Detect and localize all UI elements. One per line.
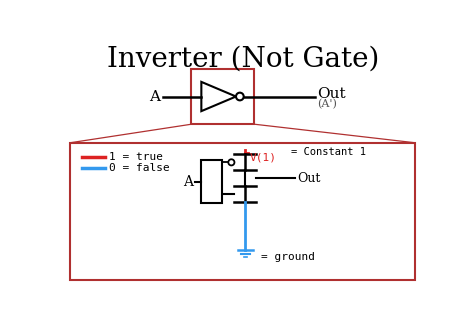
Text: A: A <box>183 175 193 189</box>
Text: = Constant 1: = Constant 1 <box>292 147 366 157</box>
Text: Out: Out <box>298 172 321 185</box>
Bar <box>191 69 255 124</box>
Bar <box>71 143 415 280</box>
Text: (A'): (A') <box>317 99 337 109</box>
Text: A: A <box>149 89 161 103</box>
Text: Inverter (Not Gate): Inverter (Not Gate) <box>107 46 379 73</box>
Text: 1 = true: 1 = true <box>109 151 163 162</box>
Text: Out: Out <box>317 87 346 101</box>
Text: V(1): V(1) <box>250 153 277 163</box>
Bar <box>201 161 222 203</box>
Text: = ground: = ground <box>261 252 315 262</box>
Text: 0 = false: 0 = false <box>109 163 170 173</box>
